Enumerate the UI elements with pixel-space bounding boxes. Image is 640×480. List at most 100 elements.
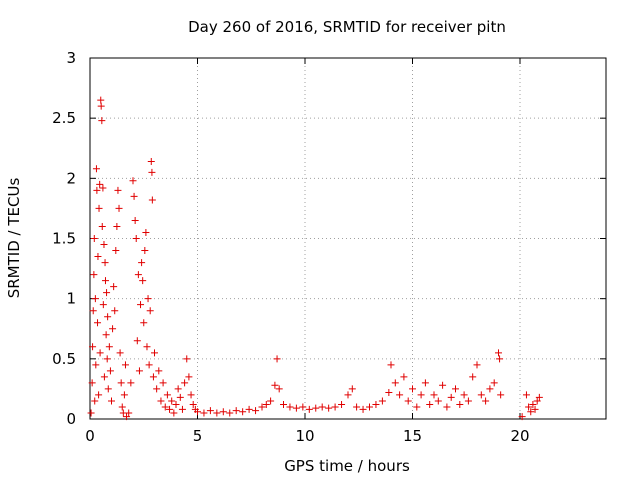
data-point [226,409,234,417]
data-point [366,403,373,411]
data-point [271,381,279,389]
data-point [522,391,530,399]
data-point [112,247,120,255]
data-point [125,409,133,417]
data-point [161,403,169,411]
data-point [103,355,111,363]
data-point [496,355,504,363]
data-point [121,361,129,369]
data-point [110,283,118,291]
x-axis: 0 5 10 15 20 [85,58,530,445]
plot-frame [89,57,607,420]
x-tick-label: 20 [510,427,529,445]
grid [90,58,606,419]
data-point [531,405,539,413]
data-point [127,379,135,387]
data-point [206,407,214,415]
data-point [185,373,193,381]
data-point [109,325,117,333]
data-point [482,397,490,405]
data-point [96,180,104,188]
data-point [535,393,543,401]
data-point [157,397,165,405]
data-point [430,391,438,399]
data-point [133,337,141,345]
data-point [92,165,100,173]
data-point [239,408,247,416]
data-point [90,235,98,242]
y-tick-label: 0 [66,410,76,428]
data-point [134,271,142,279]
data-point [168,397,176,405]
data-point [518,413,526,421]
data-point [275,385,283,393]
y-tick-label: 3 [66,49,76,67]
data-point [93,186,101,194]
data-point [114,186,122,194]
data-point [159,379,167,387]
data-point [90,271,98,279]
data-point [417,391,425,399]
data-point [400,373,408,381]
data-point [116,349,124,357]
data-point [292,404,300,412]
data-point [391,379,399,387]
data-point [252,407,260,415]
data-point [118,403,126,411]
data-point [464,397,472,405]
data-point [123,413,131,421]
data-point [89,307,97,315]
data-point [178,405,186,413]
data-point [155,367,163,375]
data-point [219,408,227,416]
data-point [262,401,270,409]
data-point [385,389,393,397]
data-point [135,367,143,375]
data-point [99,184,107,192]
data-point [267,397,275,405]
data-point [338,401,346,409]
data-point [91,295,99,303]
data-point [104,313,112,321]
data-point [456,401,464,409]
data-point [213,409,221,417]
x-tick-label: 15 [403,427,422,445]
data-point [146,307,154,315]
data-point [92,361,100,369]
y-tick-label: 2 [66,169,76,187]
data-point [95,204,103,212]
data-point [273,355,281,363]
data-point [153,385,161,393]
data-point [286,403,294,411]
data-point [183,355,191,363]
data-point [439,381,447,389]
data-point [344,391,352,399]
data-point [99,301,107,309]
data-point [258,403,266,411]
data-point [100,373,108,381]
data-point [131,216,139,224]
data-point [490,379,498,387]
data-point [138,259,146,267]
data-point [348,385,356,393]
data-point [421,379,429,387]
x-axis-label: GPS time / hours [284,457,410,475]
data-point [132,235,140,242]
data-point [189,401,197,409]
data-point [280,401,287,409]
data-point [497,391,505,399]
data-point [151,349,158,357]
data-point [305,405,313,413]
data-point [170,409,178,417]
data-point [94,319,102,327]
data-point [98,117,106,125]
data-point [101,259,109,267]
data-point [473,361,481,369]
data-point [447,393,455,401]
data-point [145,361,153,369]
data-point [299,403,307,411]
data-point [232,407,240,415]
data-point [176,393,184,401]
data-point [142,228,150,236]
data-point [174,385,182,393]
